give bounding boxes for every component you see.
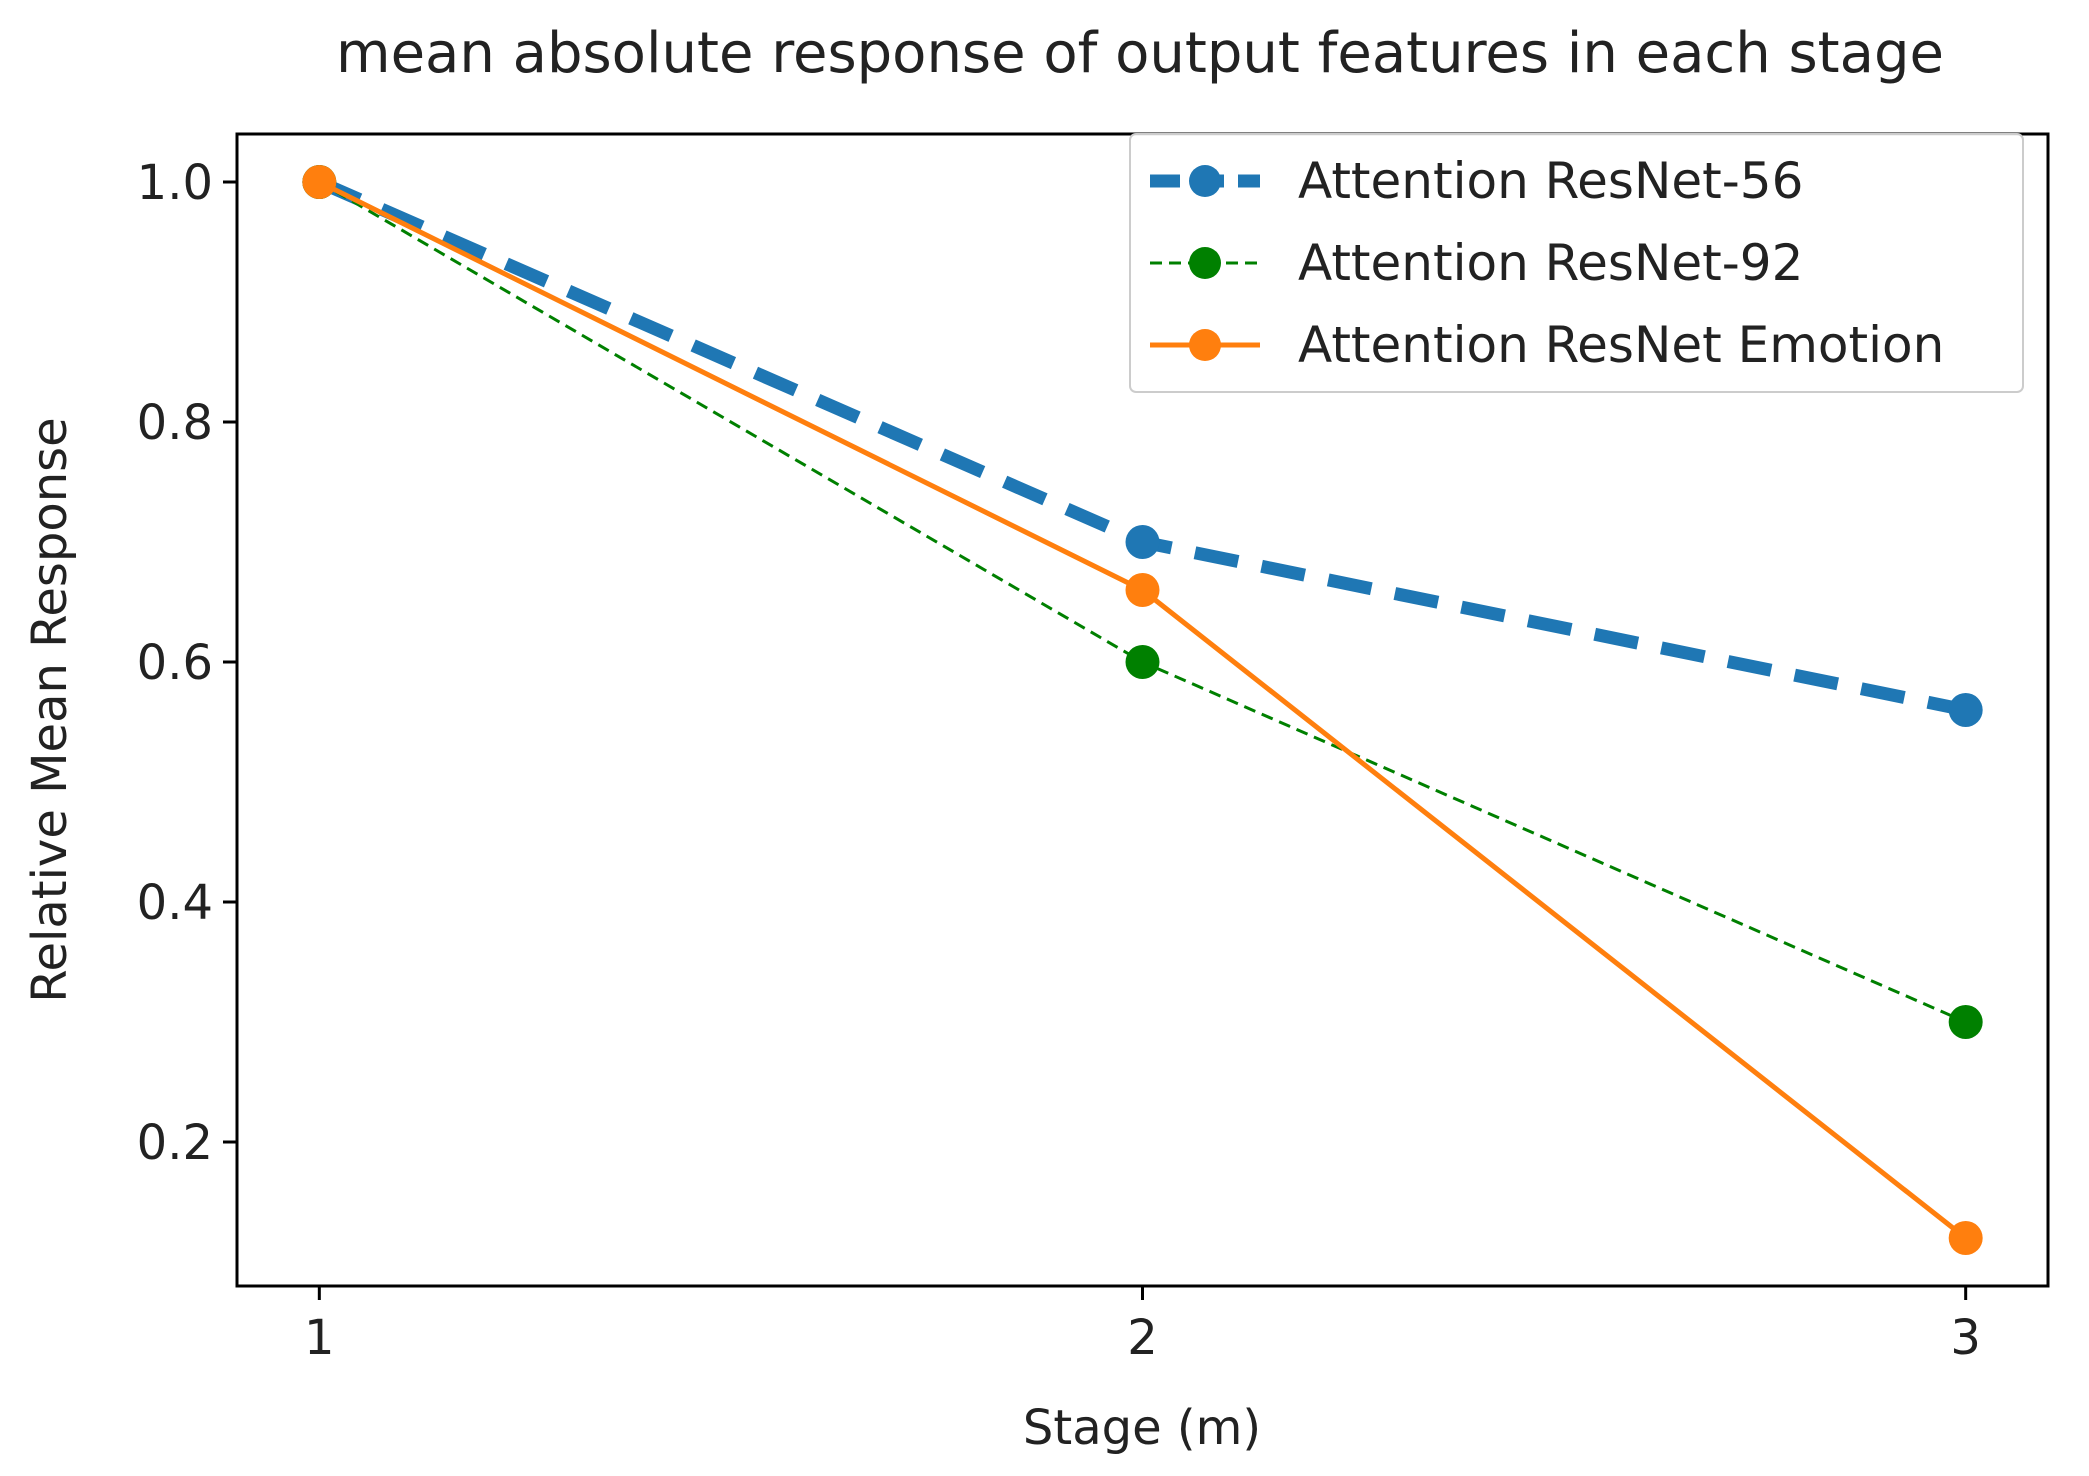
y-tick-label: 1.0 (137, 155, 213, 211)
x-axis-ticks: 1 2 3 (304, 1286, 1981, 1366)
y-tick-label: 0.2 (137, 1115, 213, 1171)
legend-entry-3: Attention ResNet Emotion (1150, 316, 1944, 374)
legend-label: Attention ResNet-92 (1298, 234, 1803, 292)
data-point (1948, 1221, 1983, 1255)
x-tick-label: 2 (1127, 1310, 1158, 1366)
data-point (302, 165, 337, 199)
legend-label: Attention ResNet-56 (1298, 152, 1803, 210)
series-layer (302, 165, 1983, 1255)
legend-frame (1129, 133, 2024, 393)
chart-title: mean absolute response of output feature… (336, 21, 1944, 86)
legend-entry-1: Attention ResNet-56 (1150, 152, 1803, 210)
data-point (1948, 693, 1983, 727)
legend-marker (1189, 165, 1221, 197)
y-tick-label: 0.8 (137, 395, 213, 451)
y-axis-ticks: 0.2 0.4 0.6 0.8 1.0 (137, 155, 237, 1171)
legend-marker (1189, 329, 1221, 361)
x-axis-label: Stage (m) (1023, 1400, 1261, 1456)
legend-label: Attention ResNet Emotion (1298, 316, 1944, 374)
legend-entry-2: Attention ResNet-92 (1150, 234, 1803, 292)
data-point (1125, 645, 1160, 679)
x-tick-label: 3 (1950, 1310, 1981, 1366)
legend: Attention ResNet-56 Attention ResNet-92 At… (1129, 133, 2024, 393)
series-3 (302, 165, 1983, 1255)
data-point (1948, 1005, 1983, 1039)
y-axis-label: Relative Mean Response (22, 417, 78, 1002)
y-tick-label: 0.6 (137, 635, 213, 691)
data-point (1125, 525, 1160, 559)
y-tick-label: 0.4 (137, 875, 213, 931)
data-point (1125, 573, 1160, 607)
x-tick-label: 1 (304, 1310, 335, 1366)
legend-marker (1189, 247, 1221, 279)
